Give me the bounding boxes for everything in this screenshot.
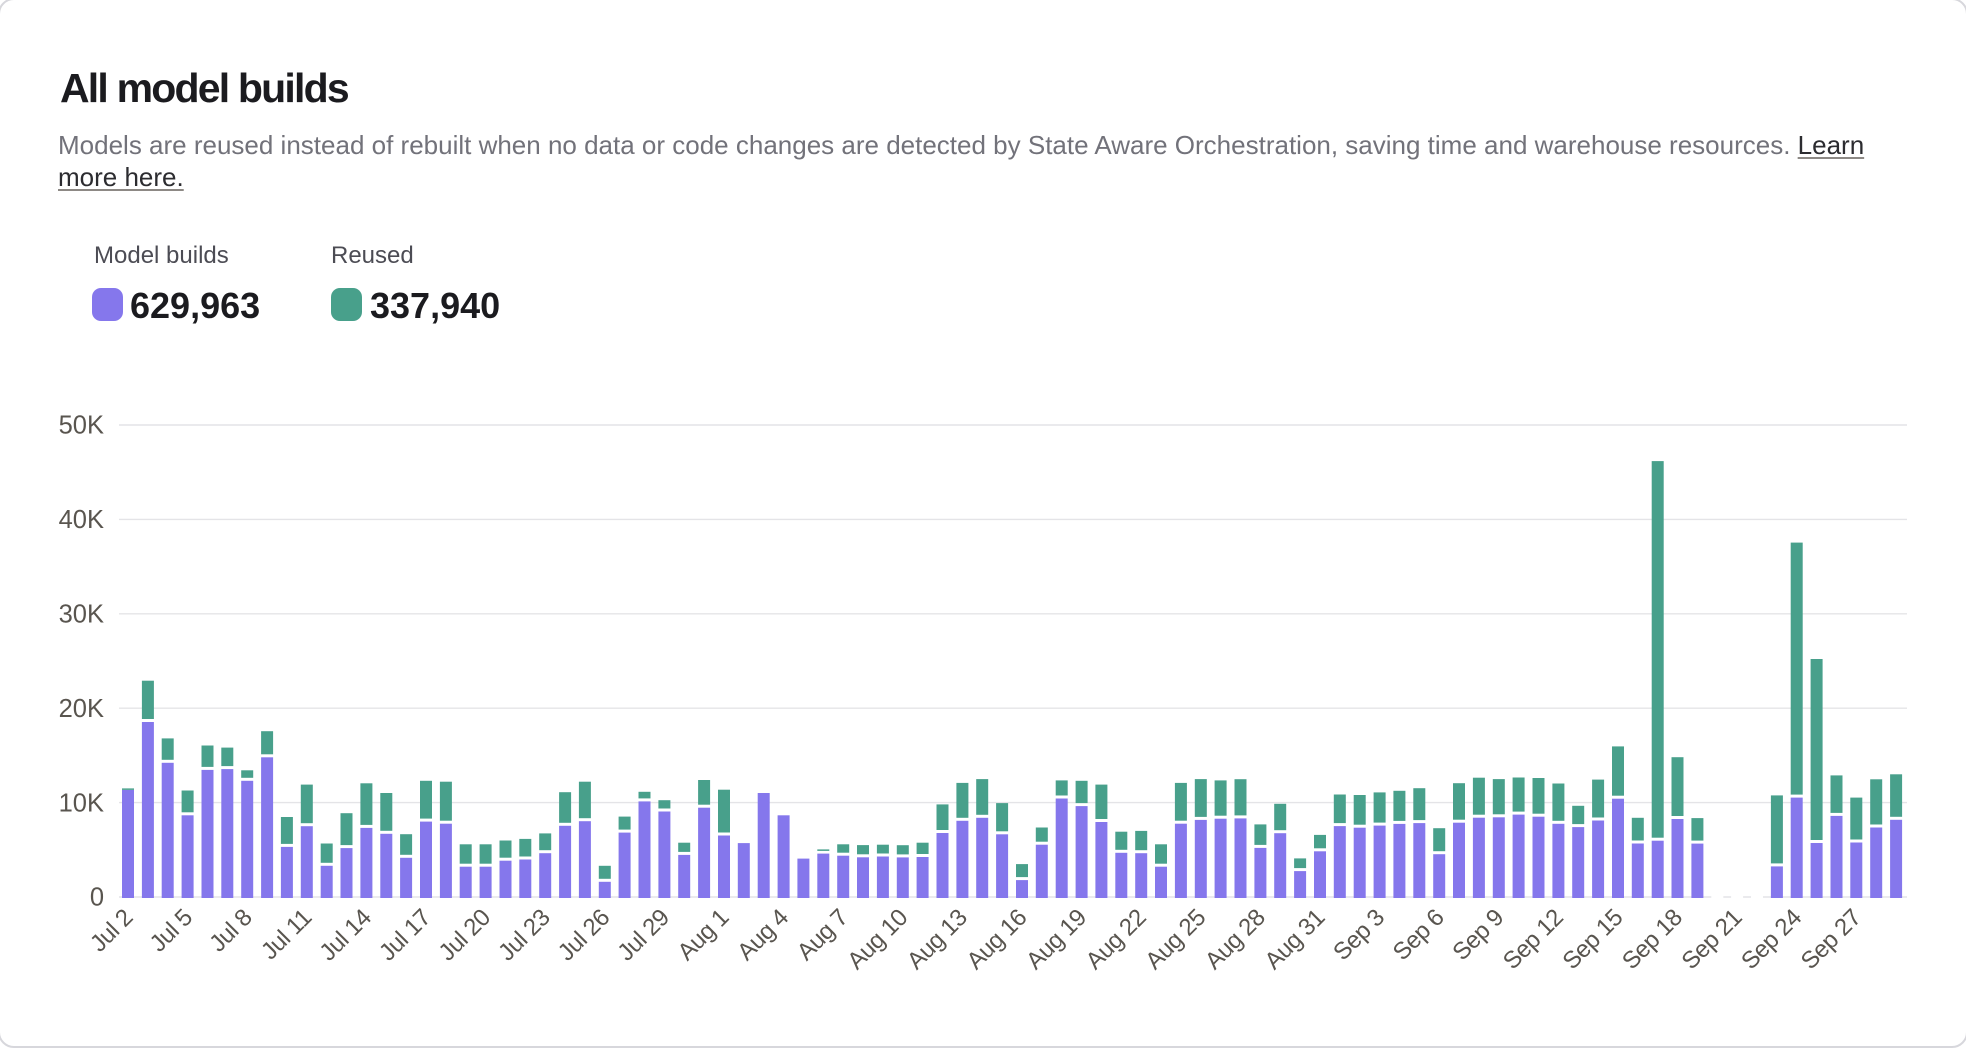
svg-text:Sep 18: Sep 18 xyxy=(1617,904,1688,975)
svg-text:Jul 17: Jul 17 xyxy=(374,904,436,966)
svg-text:Sep 24: Sep 24 xyxy=(1736,904,1807,975)
svg-text:40K: 40K xyxy=(59,506,104,534)
svg-text:50K: 50K xyxy=(59,412,104,440)
svg-text:Sep 21: Sep 21 xyxy=(1677,904,1748,975)
svg-text:Aug 19: Aug 19 xyxy=(1021,904,1092,975)
svg-text:20K: 20K xyxy=(59,695,104,723)
svg-text:Sep 6: Sep 6 xyxy=(1388,904,1450,966)
svg-text:Sep 3: Sep 3 xyxy=(1328,904,1390,966)
svg-text:Aug 4: Aug 4 xyxy=(732,904,794,966)
svg-text:Aug 16: Aug 16 xyxy=(961,904,1032,975)
svg-text:Jul 23: Jul 23 xyxy=(493,904,555,966)
svg-text:Jul 14: Jul 14 xyxy=(314,904,376,966)
svg-text:Aug 13: Aug 13 xyxy=(902,904,973,975)
svg-text:Jul 8: Jul 8 xyxy=(204,904,257,957)
svg-text:Jul 20: Jul 20 xyxy=(434,904,496,966)
svg-text:Jul 29: Jul 29 xyxy=(612,904,674,966)
svg-text:Sep 27: Sep 27 xyxy=(1796,904,1867,975)
svg-text:Jul 26: Jul 26 xyxy=(553,904,615,966)
svg-text:Sep 12: Sep 12 xyxy=(1498,904,1569,975)
svg-text:10K: 10K xyxy=(59,789,104,817)
svg-text:30K: 30K xyxy=(59,601,104,629)
svg-text:Aug 22: Aug 22 xyxy=(1081,904,1152,975)
svg-text:Aug 1: Aug 1 xyxy=(673,904,735,966)
svg-text:0: 0 xyxy=(90,884,104,912)
svg-text:Jul 2: Jul 2 xyxy=(85,904,138,957)
svg-text:Aug 31: Aug 31 xyxy=(1259,904,1330,975)
svg-text:Sep 15: Sep 15 xyxy=(1557,904,1628,975)
svg-text:Jul 5: Jul 5 xyxy=(145,904,198,957)
svg-text:Aug 25: Aug 25 xyxy=(1140,904,1211,975)
svg-text:Aug 10: Aug 10 xyxy=(842,904,913,975)
svg-text:Jul 11: Jul 11 xyxy=(256,904,317,965)
svg-text:Aug 28: Aug 28 xyxy=(1200,904,1271,975)
